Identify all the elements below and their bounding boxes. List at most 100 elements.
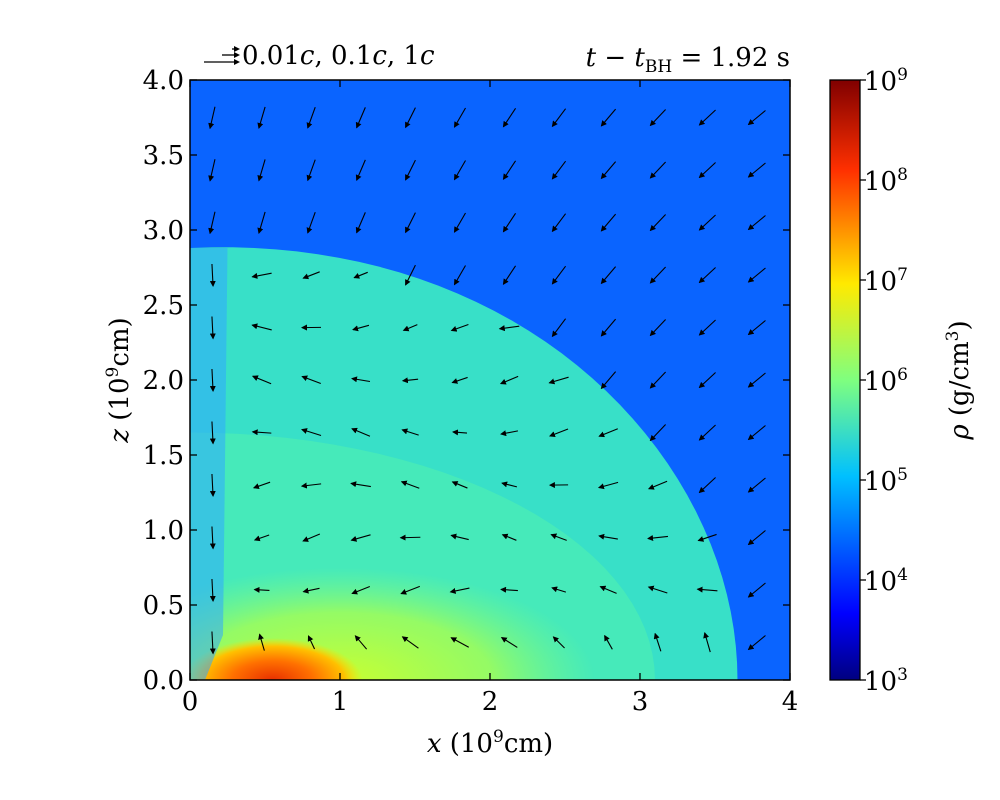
velocity-arrows — [208, 106, 766, 655]
velocity-arrow — [251, 272, 272, 279]
velocity-arrow — [698, 424, 716, 441]
colorbar — [829, 79, 861, 681]
velocity-arrow — [501, 533, 517, 541]
velocity-arrow — [649, 319, 666, 337]
velocity-arrow — [747, 582, 766, 598]
velocity-arrow — [747, 372, 766, 388]
velocity-arrow — [300, 482, 322, 489]
velocity-arrow — [450, 323, 469, 332]
colorbar-tick-label: 109 — [864, 65, 908, 97]
velocity-arrow — [453, 212, 466, 233]
velocity-arrow — [251, 323, 272, 331]
velocity-legend-label: 0.01c, 0.1c, 1c — [242, 41, 435, 71]
velocity-arrow — [453, 265, 466, 286]
velocity-arrow — [401, 636, 419, 649]
velocity-arrow — [747, 110, 766, 126]
colorbar-tick-label: 104 — [864, 565, 908, 597]
colorbar-tick-label: 107 — [864, 265, 908, 297]
velocity-arrow — [251, 429, 272, 436]
velocity-arrow — [698, 477, 716, 494]
velocity-arrow — [551, 213, 567, 233]
velocity-arrow — [647, 480, 668, 490]
velocity-arrow — [258, 633, 265, 651]
velocity-arrow — [355, 107, 366, 129]
velocity-arrow — [698, 319, 716, 336]
velocity-arrow — [453, 160, 466, 181]
velocity-arrow — [649, 424, 666, 442]
colorbar-tick-label: 108 — [864, 165, 908, 197]
velocity-arrow — [747, 162, 766, 178]
velocity-arrow — [551, 586, 567, 593]
velocity-arrow — [405, 107, 416, 129]
x-tick-label: 1 — [332, 687, 349, 717]
velocity-arrow — [251, 375, 272, 385]
colorbar-tick-label: 105 — [864, 465, 908, 497]
velocity-arrow — [252, 481, 271, 489]
velocity-arrow — [451, 481, 468, 489]
velocity-arrow — [209, 368, 216, 392]
velocity-arrow — [306, 211, 316, 234]
velocity-arrow — [502, 108, 517, 128]
velocity-arrow — [500, 637, 518, 648]
velocity-arrow — [600, 266, 617, 285]
velocity-arrow — [698, 267, 716, 284]
velocity-arrow — [498, 325, 520, 332]
velocity-arrow — [257, 159, 266, 182]
velocity-arrow — [600, 161, 617, 180]
velocity-arrow — [747, 530, 766, 546]
velocity-arrow — [208, 159, 216, 182]
velocity-arrow — [501, 481, 518, 488]
velocity-arrow — [350, 481, 371, 488]
velocity-arrow — [301, 428, 322, 437]
colorbar-tick-label: 106 — [864, 365, 908, 397]
velocity-arrow — [451, 376, 468, 384]
velocity-arrow — [253, 586, 270, 593]
velocity-arrow — [400, 480, 420, 489]
velocity-arrow — [698, 162, 716, 179]
velocity-arrow — [257, 211, 266, 235]
velocity-arrow — [550, 533, 567, 541]
velocity-arrow — [500, 586, 518, 593]
x-tick-label: 0 — [182, 687, 199, 717]
velocity-arrow — [600, 213, 617, 232]
velocity-arrow — [301, 375, 321, 385]
velocity-arrow — [649, 214, 666, 232]
velocity-arrow — [405, 264, 416, 286]
jet-channel — [190, 248, 228, 680]
y-tick-label: 1.5 — [143, 441, 184, 471]
x-tick-label: 3 — [632, 687, 649, 717]
velocity-arrow — [698, 109, 716, 126]
velocity-arrow — [351, 585, 371, 595]
x-axis-label: x (109cm) — [427, 727, 553, 759]
velocity-arrow — [402, 324, 418, 332]
velocity-arrow — [355, 159, 366, 182]
velocity-arrow — [703, 631, 711, 653]
y-tick-label: 0.5 — [143, 591, 184, 621]
velocity-arrow — [747, 267, 766, 283]
velocity-arrow — [551, 160, 567, 180]
velocity-arrow — [502, 265, 517, 286]
velocity-arrow — [551, 265, 567, 285]
velocity-arrow — [600, 318, 617, 337]
velocity-arrow — [747, 320, 766, 336]
velocity-arrow — [649, 266, 666, 284]
velocity-arrow — [697, 533, 717, 542]
velocity-arrow — [551, 108, 567, 128]
velocity-arrow — [598, 428, 618, 438]
y-tick-label: 2.5 — [143, 291, 184, 321]
velocity-arrow — [597, 481, 619, 490]
velocity-arrow — [209, 578, 216, 602]
y-tick-label: 3.5 — [143, 141, 184, 171]
colorbar-tick-label: 103 — [864, 665, 908, 697]
velocity-arrow — [354, 635, 368, 650]
velocity-arrow — [209, 316, 216, 340]
velocity-arrow — [599, 585, 617, 594]
velocity-arrow — [549, 428, 569, 437]
velocity-arrow — [352, 324, 370, 332]
velocity-arrow — [600, 108, 617, 127]
velocity-arrow — [351, 427, 371, 437]
velocity-arrow — [209, 473, 216, 497]
core-density-region — [190, 638, 363, 680]
velocity-arrow — [747, 635, 766, 651]
velocity-arrow — [453, 107, 466, 128]
